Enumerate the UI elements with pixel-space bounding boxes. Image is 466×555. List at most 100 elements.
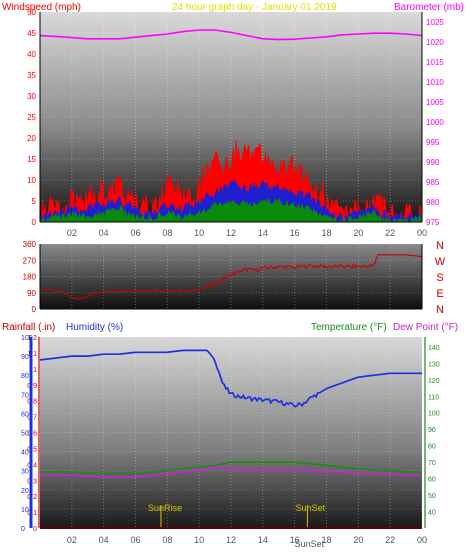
wind-tick-label: 35 [27, 71, 36, 80]
humidity-tick-label: 50 [21, 431, 29, 438]
compass-letter: W [435, 256, 446, 268]
series-humidity [39, 349, 422, 408]
wind-tick-label: 15 [27, 155, 36, 164]
series-temperature [40, 461, 422, 475]
panel-direction-series [39, 254, 423, 300]
x-tick-label: 22 [385, 535, 395, 545]
direction-tick-label: 270 [23, 256, 37, 265]
x-tick-label: 16 [290, 228, 300, 238]
baro-tick-label: 975 [426, 218, 440, 227]
humidity-tick-label: 70 [21, 392, 29, 399]
humidity-tick-label: 0 [21, 526, 25, 533]
x-tick-label: 10 [194, 535, 204, 545]
x-tick-label: 04 [99, 535, 109, 545]
series-wind-blue [39, 179, 423, 223]
baro-tick-label: 980 [426, 198, 440, 207]
x-tick-label: 20 [353, 535, 363, 545]
direction-tick-label: 360 [23, 240, 37, 249]
x-tick-label: 02 [67, 535, 77, 545]
panel-humidity-temp-axes: 02 04 06 08 10 12 14 16 18 20 22 000102030405060708… [21, 335, 440, 545]
x-tick-label: 06 [130, 535, 140, 545]
baro-tick-label: 1000 [426, 118, 444, 127]
baro-tick-label: 1020 [426, 38, 444, 47]
series-wind-direction [39, 254, 423, 300]
baro-tick-label: 985 [426, 178, 440, 187]
series-barometer [39, 29, 423, 41]
baro-tick-label: 1015 [426, 58, 444, 67]
humidity-tick-label: 20 [21, 488, 29, 495]
compass-letter: S [436, 272, 443, 284]
x-tick-label: 10 [194, 228, 204, 238]
x-tick-label: 20 [353, 228, 363, 238]
wind-tick-label: 5 [32, 197, 37, 206]
x-tick-label: 18 [321, 228, 331, 238]
wind-tick-label: 50 [27, 8, 36, 17]
temperature-tick-label: 70 [428, 460, 436, 467]
humidity-tick-label: 60 [21, 411, 29, 418]
wind-tick-label: 25 [27, 113, 36, 122]
direction-tick-label: 0 [32, 305, 37, 314]
wind-tick-label: 45 [27, 29, 36, 38]
chart-title: 24 hour graph day - January 01 2019 [172, 2, 337, 13]
x-tick-label: 14 [258, 535, 268, 545]
baro-tick-label: 1005 [426, 98, 444, 107]
baro-tick-label: 1025 [426, 18, 444, 27]
x-tick-label: 14 [258, 228, 268, 238]
rainfall-axis-title: Rainfall (.in) [2, 322, 55, 333]
series-dewpoint [40, 466, 422, 478]
wind-axis-title: Windspeed (mph) [2, 2, 81, 13]
sunset-label: SunSet [296, 503, 326, 513]
x-tick-label: 12 [226, 535, 236, 545]
temperature-tick-label: 80 [428, 444, 436, 451]
compass-letter: N [436, 304, 444, 316]
baro-tick-label: 1010 [426, 78, 444, 87]
baro-tick-label: 990 [426, 158, 440, 167]
temperature-tick-label: 50 [428, 493, 436, 500]
direction-tick-label: 90 [27, 289, 36, 298]
humidity-tick-label: 90 [21, 354, 29, 361]
temperature-tick-label: 90 [428, 427, 436, 434]
humidity-tick-label: 30 [21, 469, 29, 476]
wind-tick-label: 0 [32, 218, 37, 227]
series-wind-green [39, 198, 423, 224]
panel-wind-baro-axes: 02 04 06 08 10 12 14 16 18 20 22 000510152025303540… [27, 8, 444, 238]
x-tick-label: 02 [67, 228, 77, 238]
temperature-tick-label: 110 [428, 394, 439, 401]
sunrise-label: SunRise [148, 503, 182, 513]
x-tick-label: 00 [417, 535, 427, 545]
rain-tick-label: 1 [33, 367, 37, 374]
rain-tick-label: 0 [33, 526, 37, 533]
compass-letter: N [436, 240, 444, 252]
x-tick-label: 22 [385, 228, 395, 238]
x-tick-label: 16 [290, 535, 300, 545]
x-tick-label: 00 [417, 228, 427, 238]
baro-tick-label: 995 [426, 138, 440, 147]
sunset-axis-label: SunSet [295, 539, 325, 549]
wind-tick-label: 10 [27, 176, 36, 185]
panel-humidity-temp-bg [40, 337, 422, 528]
humidity-tick-label: 100 [21, 335, 33, 342]
compass-letter: E [436, 288, 443, 300]
humidity-axis-title: Humidity (%) [66, 322, 123, 333]
humidity-tick-label: 40 [21, 450, 29, 457]
x-tick-label: 18 [321, 535, 331, 545]
baro-axis-title: Barometer (mb) [394, 2, 464, 13]
x-tick-label: 06 [130, 228, 140, 238]
wind-tick-label: 20 [27, 134, 36, 143]
panel-wind-baro-series [39, 29, 423, 224]
temperature-tick-label: 60 [428, 477, 436, 484]
temperature-tick-label: 40 [428, 510, 436, 517]
temperature-tick-label: 120 [428, 378, 440, 385]
temperature-tick-label: 130 [428, 361, 440, 368]
x-tick-label: 08 [162, 535, 172, 545]
temperature-axis-title: Temperature (°F) [311, 322, 387, 333]
wind-tick-label: 40 [27, 50, 36, 59]
temperature-tick-label: 140 [428, 345, 440, 352]
direction-tick-label: 180 [23, 273, 37, 282]
humidity-tick-label: 10 [21, 507, 29, 514]
x-tick-label: 04 [99, 228, 109, 238]
dewpoint-axis-title: Dew Point (°F) [393, 322, 458, 333]
